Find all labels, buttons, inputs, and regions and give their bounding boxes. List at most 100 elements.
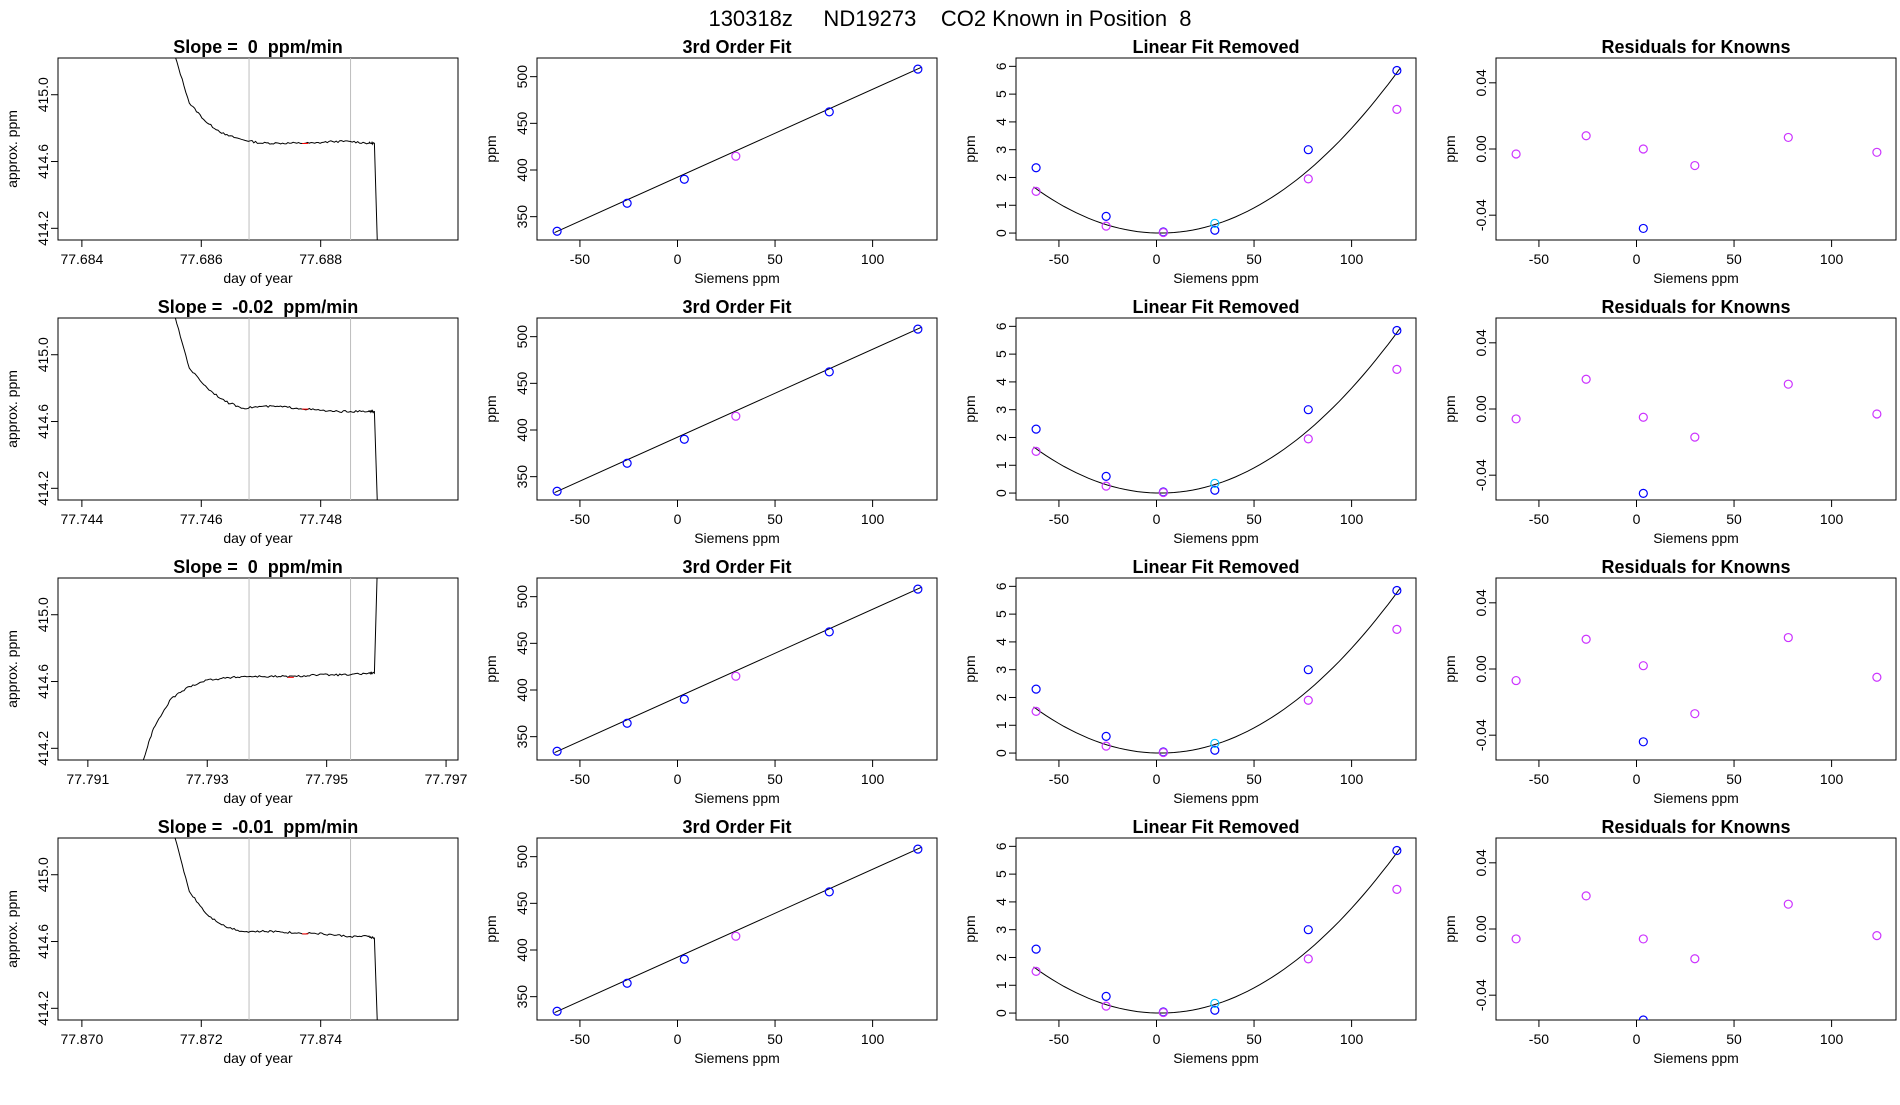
plot-frame xyxy=(57,57,459,241)
data-point xyxy=(1581,891,1591,901)
x-tick-label: 0 xyxy=(674,771,682,787)
plot-area xyxy=(552,64,923,236)
data-point xyxy=(1638,144,1648,154)
chart-title: Linear Fit Removed xyxy=(1132,297,1299,317)
x-tick-label: -50 xyxy=(570,771,590,787)
chart-panel: Linear Fit Removed -50 0 50 100 0 1 2 3 4 5 6 Siemen… xyxy=(962,297,1417,546)
y-tick-label: 500 xyxy=(514,845,530,869)
chart-panel: 3rd Order Fit -50 0 50 100 350 400 450 500 Siemen… xyxy=(483,297,938,546)
data-point xyxy=(552,746,562,756)
x-tick-label: 100 xyxy=(861,1031,885,1047)
data-point xyxy=(1101,1001,1111,1011)
x-tick-label: 77.748 xyxy=(299,511,342,527)
y-axis-label: ppm xyxy=(483,395,499,422)
y-tick-label: 3 xyxy=(993,146,1009,154)
data-point xyxy=(1031,186,1041,196)
chart-title: Linear Fit Removed xyxy=(1132,817,1299,837)
y-tick-label: 415.0 xyxy=(35,857,51,892)
chart-title: Residuals for Knowns xyxy=(1601,297,1790,317)
y-axis-label: ppm xyxy=(962,655,978,682)
y-tick-label: 350 xyxy=(514,205,530,229)
chart-title: Slope = 0 ppm/min xyxy=(173,557,343,577)
data-point xyxy=(1581,634,1591,644)
y-tick-label: 414.6 xyxy=(35,144,51,179)
y-tick-label: 6 xyxy=(993,62,1009,70)
x-tick-label: 100 xyxy=(861,771,885,787)
y-tick-label: 414.2 xyxy=(35,211,51,246)
chart-title: 3rd Order Fit xyxy=(682,557,791,577)
chart-panel: Residuals for Knowns -50 0 50 100 -0.04 0.00 0.… xyxy=(1442,297,1897,546)
plot-area xyxy=(552,584,923,756)
plot-frame xyxy=(1495,577,1897,761)
data-point xyxy=(1031,163,1041,173)
data-point xyxy=(824,107,834,117)
fit-line xyxy=(554,586,922,753)
x-axis-label: Siemens ppm xyxy=(694,790,780,806)
x-axis-label: day of year xyxy=(223,1050,293,1066)
data-point xyxy=(1210,478,1220,488)
y-axis-label: ppm xyxy=(483,915,499,942)
x-tick-label: -50 xyxy=(1529,1031,1549,1047)
data-point xyxy=(622,198,632,208)
y-tick-label: 500 xyxy=(514,65,530,89)
x-tick-label: 77.791 xyxy=(66,771,109,787)
x-axis-label: Siemens ppm xyxy=(694,530,780,546)
data-point xyxy=(552,486,562,496)
plot-area xyxy=(1031,325,1402,498)
x-axis-label: Siemens ppm xyxy=(1653,790,1739,806)
chart-title: Linear Fit Removed xyxy=(1132,557,1299,577)
data-point xyxy=(1158,227,1168,238)
data-point xyxy=(1101,731,1111,741)
y-tick-label: 500 xyxy=(514,325,530,349)
x-tick-label: 50 xyxy=(1246,1031,1262,1047)
data-point xyxy=(1031,424,1041,434)
x-tick-label: 50 xyxy=(767,1031,783,1047)
x-tick-label: 77.797 xyxy=(425,771,468,787)
y-tick-label: 414.6 xyxy=(35,404,51,439)
data-point xyxy=(913,64,923,74)
chart-panel: Linear Fit Removed -50 0 50 100 0 1 2 3 4 5 6 Siemen… xyxy=(962,37,1417,286)
data-point xyxy=(1638,934,1648,944)
data-point xyxy=(1690,709,1700,719)
series-line xyxy=(175,58,378,240)
x-tick-label: 0 xyxy=(674,511,682,527)
x-tick-label: 100 xyxy=(1820,1031,1844,1047)
y-tick-label: 400 xyxy=(514,158,530,182)
y-tick-label: 0 xyxy=(993,229,1009,237)
data-point xyxy=(552,1006,562,1016)
y-tick-label: 0.00 xyxy=(1473,655,1489,682)
data-point xyxy=(1210,485,1220,495)
data-point xyxy=(1872,672,1882,682)
y-tick-label: 350 xyxy=(514,465,530,489)
fit-curve xyxy=(1033,327,1401,494)
data-point xyxy=(1210,738,1220,748)
y-axis-label: ppm xyxy=(962,135,978,162)
y-tick-label: 2 xyxy=(993,693,1009,701)
y-tick-label: 450 xyxy=(514,891,530,915)
y-tick-label: 1 xyxy=(993,461,1009,469)
y-axis-label: ppm xyxy=(1442,135,1458,162)
data-point xyxy=(1511,934,1521,944)
plot-area xyxy=(1031,845,1402,1018)
x-tick-label: 77.874 xyxy=(299,1031,342,1047)
fit-curve xyxy=(1033,587,1401,754)
x-tick-label: 0 xyxy=(1153,251,1161,267)
data-point xyxy=(1511,675,1521,686)
chart-title: Slope = -0.01 ppm/min xyxy=(158,817,359,837)
chart-panel: Slope = 0 ppm/min 77.684 77.686 77.688 414.2… xyxy=(4,37,459,286)
x-tick-label: 0 xyxy=(1633,1031,1641,1047)
x-tick-label: -50 xyxy=(570,251,590,267)
data-point xyxy=(1303,174,1313,184)
y-tick-label: 2 xyxy=(993,953,1009,961)
y-tick-label: 6 xyxy=(993,322,1009,330)
data-point xyxy=(824,367,834,377)
plot-area xyxy=(142,578,378,760)
x-tick-label: 100 xyxy=(861,251,885,267)
y-tick-label: 450 xyxy=(514,631,530,655)
data-point xyxy=(622,718,632,728)
data-point xyxy=(1303,405,1313,415)
y-tick-label: 5 xyxy=(993,350,1009,358)
y-axis-label: ppm xyxy=(1442,915,1458,942)
